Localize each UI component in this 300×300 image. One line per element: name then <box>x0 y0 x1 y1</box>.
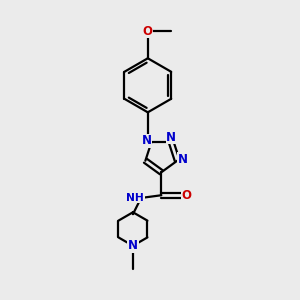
Text: N: N <box>178 153 188 166</box>
Text: N: N <box>166 130 176 144</box>
Text: N: N <box>142 134 152 147</box>
Text: NH: NH <box>126 193 144 203</box>
Text: O: O <box>182 189 191 202</box>
Text: O: O <box>143 25 153 38</box>
Text: N: N <box>128 239 138 252</box>
